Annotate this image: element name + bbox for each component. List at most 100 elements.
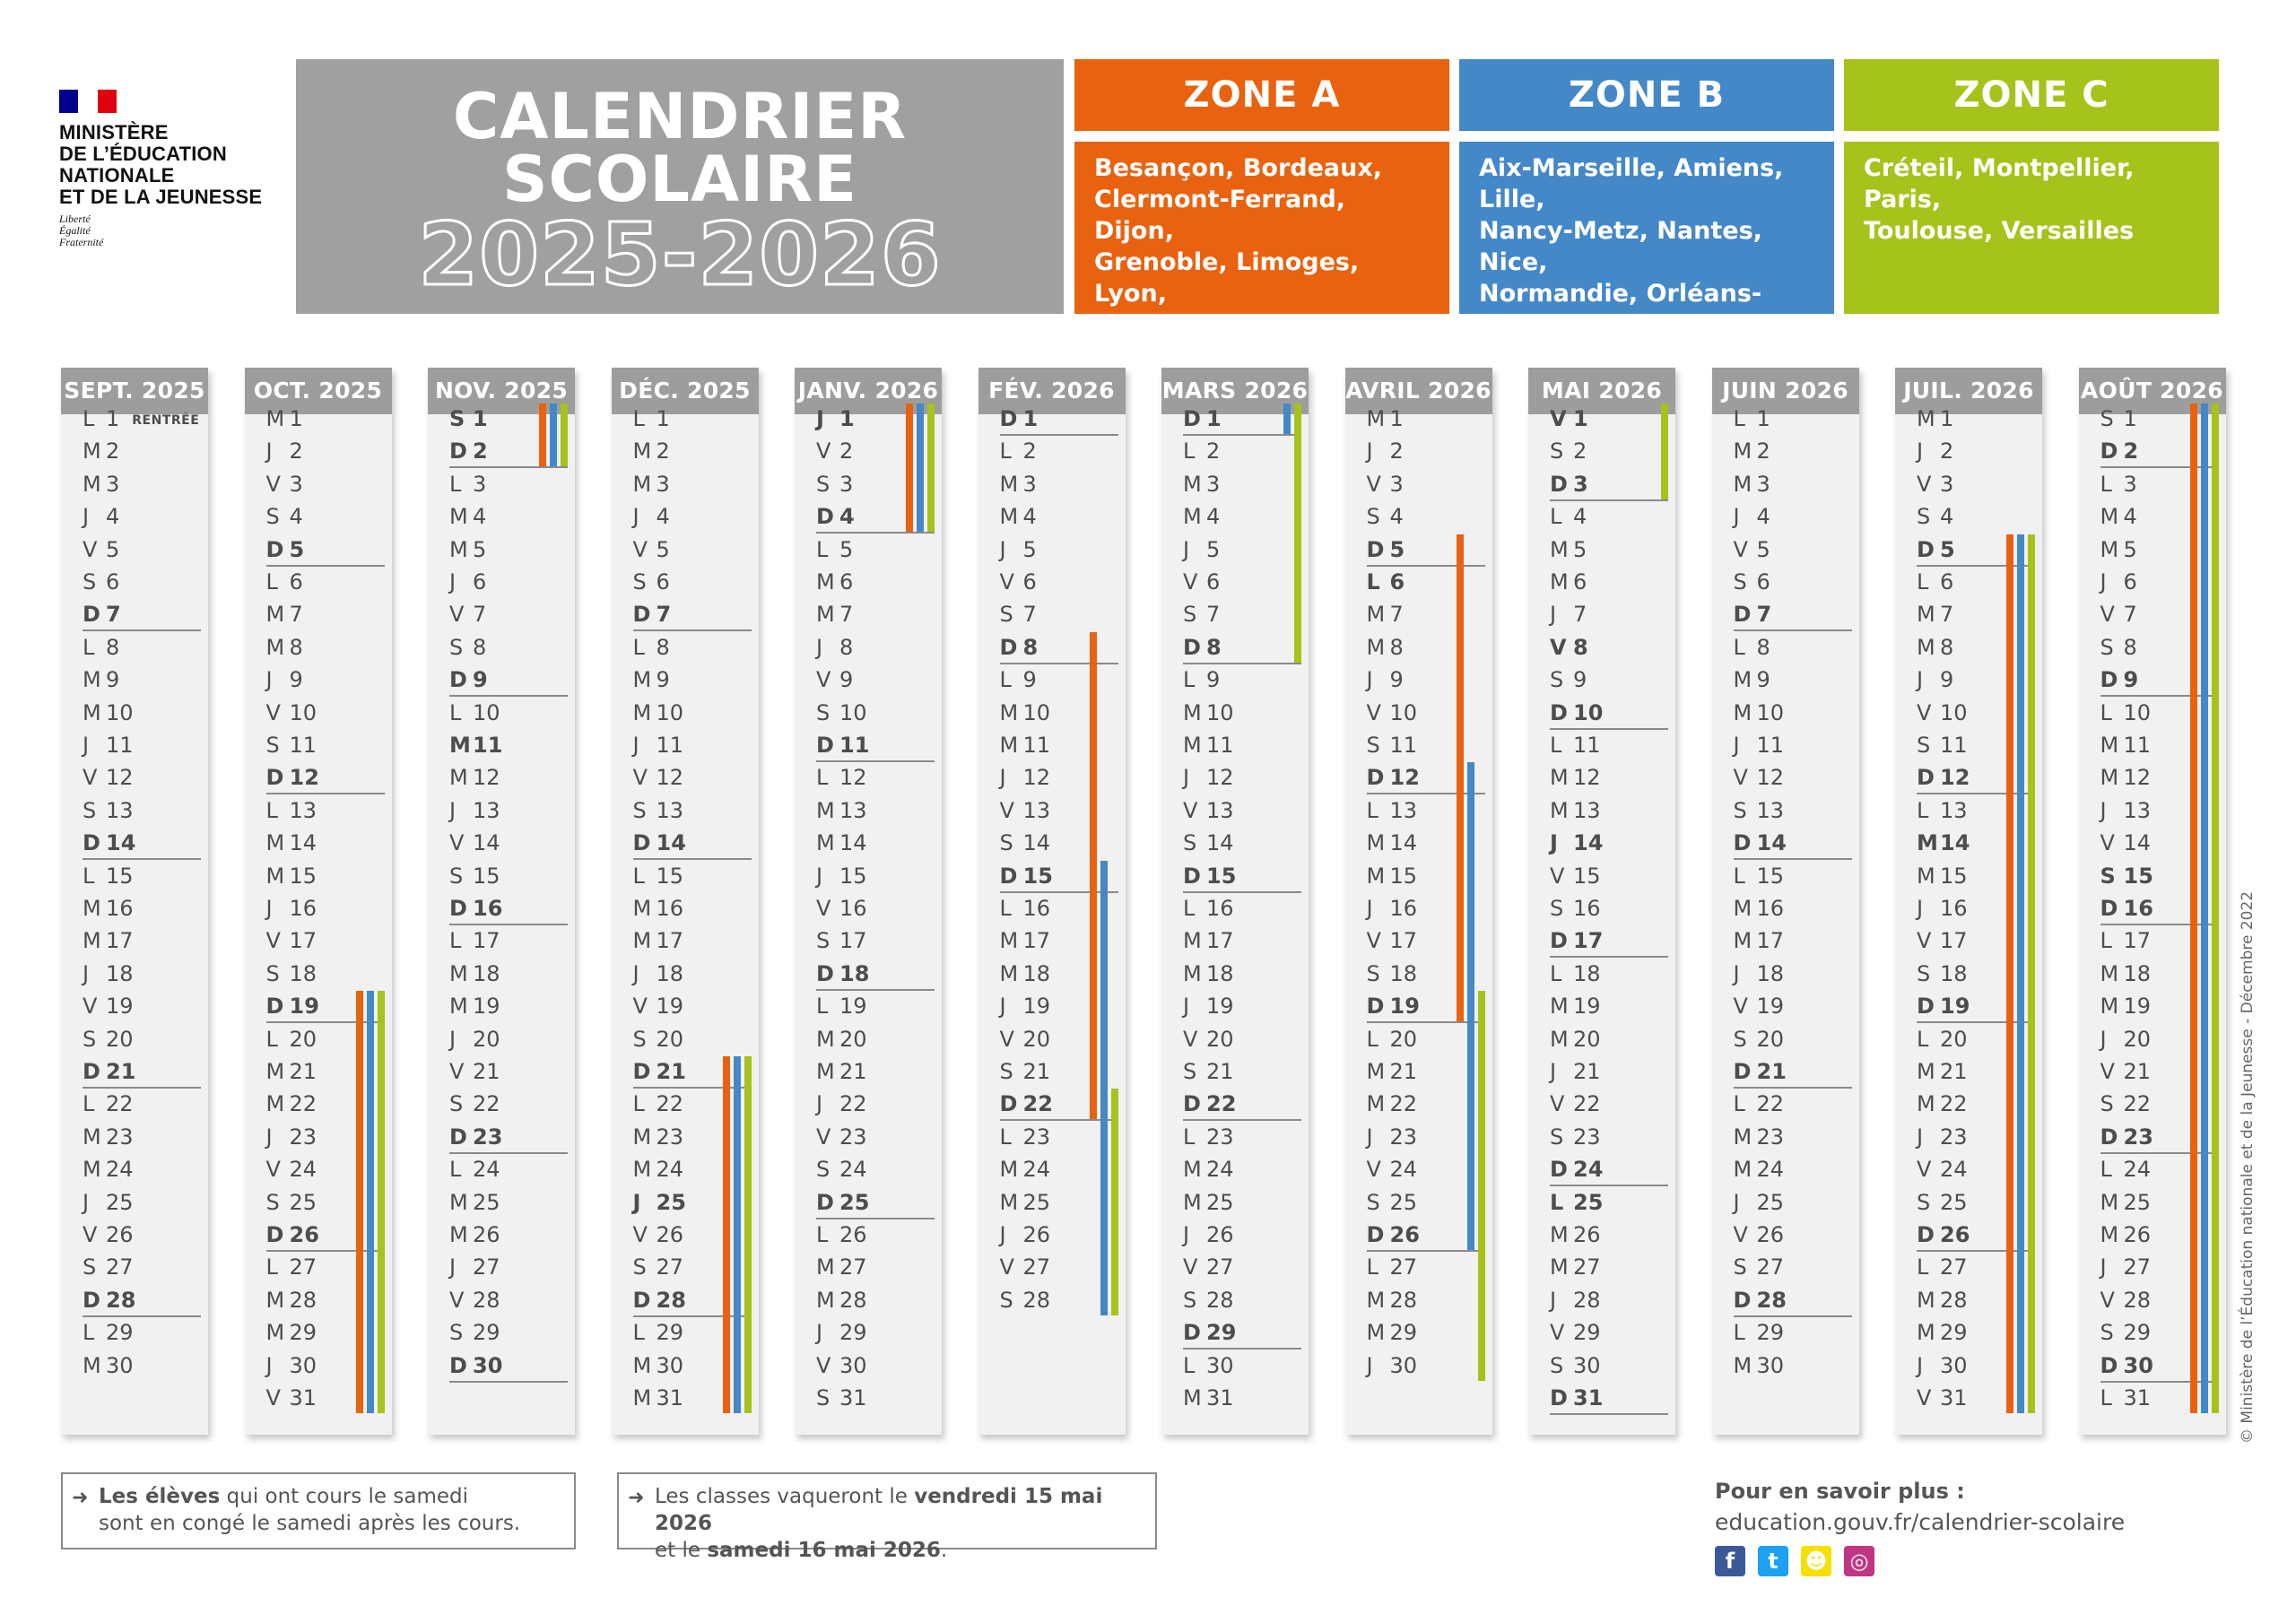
day-number: 25 <box>656 1189 686 1215</box>
weekday-letter: L <box>632 634 645 660</box>
weekday-letter: V <box>632 765 648 791</box>
weekday-letter: M <box>265 602 285 628</box>
day-number: 15 <box>473 863 500 889</box>
day-row: L 22 <box>83 1089 199 1119</box>
day-row: M 26 <box>449 1219 566 1250</box>
day-number: 6 <box>1940 569 1954 595</box>
day-row: M 24 <box>1183 1154 1300 1185</box>
day-row: M 28 <box>1917 1285 2033 1315</box>
weekday-letter: J <box>1366 667 1373 693</box>
day-number: 17 <box>473 928 500 954</box>
day-number: 11 <box>1206 733 1234 758</box>
day-number: 18 <box>839 960 870 986</box>
more-info-link[interactable]: education.gouv.fr/calendrier-scolaire <box>1715 1509 2126 1535</box>
instagram-icon[interactable]: ◎ <box>1844 1546 1874 1576</box>
day-number: 30 <box>1756 1352 1785 1378</box>
note-may-bridge: ➜ Les classes vaqueront le vendredi 15 m… <box>617 1472 1157 1562</box>
weekday-letter: V <box>449 602 465 628</box>
weekday-letter: J <box>265 667 273 693</box>
day-number: 4 <box>1573 504 1587 530</box>
day-row: S 18 <box>1367 959 1483 989</box>
day-row: S 28 <box>1183 1285 1300 1315</box>
day-number: 8 <box>1756 634 1770 660</box>
day-row: V 12 <box>83 762 199 793</box>
weekday-letter: M <box>1917 602 1935 628</box>
weekday-letter: M <box>449 1222 468 1247</box>
day-row: D 12 <box>1366 762 1485 795</box>
weekday-letter: M <box>999 960 1019 986</box>
day-number: 7 <box>1573 602 1587 628</box>
day-row: J 26 <box>1183 1219 1300 1250</box>
day-row: L 22 <box>633 1089 750 1119</box>
day-number: 22 <box>473 1091 500 1117</box>
month-header: NOV. 2025 <box>428 368 575 414</box>
day-number: 18 <box>1206 960 1234 986</box>
day-row: S 21 <box>1183 1056 1300 1087</box>
day-number: 12 <box>839 765 867 791</box>
day-number: 7 <box>1756 602 1772 628</box>
snapchat-icon[interactable]: ☻ <box>1801 1546 1831 1576</box>
weekday-letter: M <box>2100 1222 2119 1247</box>
day-number: 30 <box>473 1352 503 1378</box>
weekday-letter: L <box>1366 797 1378 823</box>
weekday-letter: L <box>999 667 1012 693</box>
day-number: 27 <box>839 1254 867 1280</box>
holiday-bar-zone-c <box>1294 404 1301 663</box>
weekday-letter: M <box>1917 830 1938 856</box>
motto-line: Liberté <box>59 213 91 225</box>
weekday-letter: M <box>632 438 652 464</box>
weekday-letter: J <box>816 863 823 889</box>
weekday-letter: M <box>1733 471 1752 497</box>
day-number: 24 <box>2123 1157 2152 1183</box>
day-number: 18 <box>656 960 684 986</box>
day-number: 24 <box>1206 1157 1234 1183</box>
weekday-letter: M <box>83 471 101 497</box>
weekday-letter: M <box>1917 1320 1935 1346</box>
day-number: 2 <box>1206 438 1221 464</box>
day-number: 10 <box>1940 699 1968 725</box>
twitter-icon[interactable]: t <box>1758 1546 1788 1576</box>
weekday-letter: L <box>1917 569 1929 595</box>
day-number: 26 <box>1940 1222 1970 1247</box>
day-number: 9 <box>289 667 303 693</box>
day-number: 24 <box>289 1157 317 1183</box>
weekday-letter: J <box>2100 569 2107 595</box>
zone-b-cities: Aix-Marseille, Amiens, Lille, Nancy-Metz… <box>1459 142 1834 402</box>
weekday-letter: V <box>1183 1026 1198 1052</box>
weekday-letter: D <box>1183 1091 1201 1117</box>
day-number: 10 <box>2123 699 2152 725</box>
day-number: 5 <box>106 536 120 562</box>
weekday-letter: S <box>1550 1352 1564 1378</box>
day-number: 8 <box>473 634 487 660</box>
facebook-icon[interactable]: f <box>1715 1546 1745 1576</box>
day-number: 25 <box>1756 1189 1785 1215</box>
weekday-letter: V <box>265 1385 281 1410</box>
day-row: D 11 <box>816 730 935 762</box>
day-number: 25 <box>1389 1189 1418 1215</box>
weekday-letter: J <box>999 536 1006 562</box>
day-number: 10 <box>1206 699 1234 725</box>
weekday-letter: D <box>2100 667 2118 693</box>
more-info-label: Pour en savoir plus : <box>1715 1479 1965 1504</box>
day-row: L 24 <box>2100 1154 2217 1185</box>
weekday-letter: J <box>83 733 90 758</box>
weekday-letter: D <box>1550 699 1568 725</box>
ministry-logo: MINISTÈRE DE L’ÉDUCATION NATIONALE ET DE… <box>59 90 292 248</box>
day-row: M 15 <box>1367 861 1483 891</box>
day-number: 22 <box>289 1091 317 1117</box>
weekday-letter: L <box>1733 634 1745 660</box>
day-row: S 28 <box>1000 1285 1117 1315</box>
day-number: 30 <box>656 1352 684 1378</box>
day-row: M11 <box>449 730 566 760</box>
weekday-letter: L <box>816 1222 829 1247</box>
day-number: 20 <box>473 1026 500 1052</box>
